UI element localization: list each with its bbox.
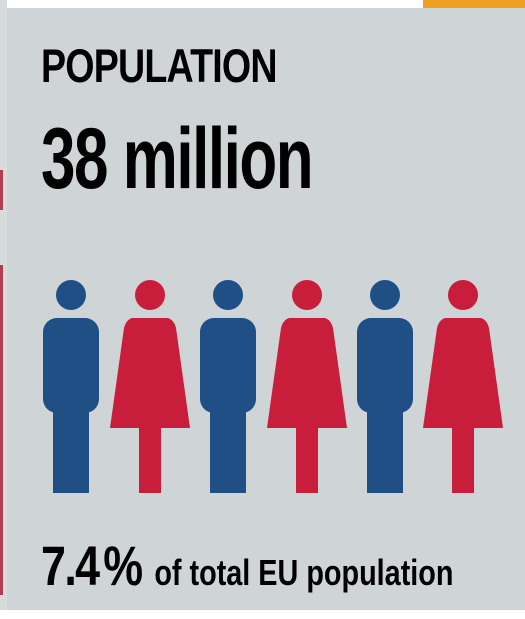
eu-share: 7.4% of total EU population [41, 538, 453, 594]
top-accent-bar [423, 0, 525, 8]
man-icon [43, 280, 99, 493]
woman-icon [423, 280, 503, 493]
man-icon [357, 280, 413, 493]
share-text: of total EU population [154, 552, 454, 593]
share-value: 7.4 [41, 534, 100, 597]
population-panel: POPULATION 38 million 7.4% of total EU po… [7, 8, 525, 610]
bottom-strip [0, 610, 525, 619]
woman-icon [110, 280, 190, 493]
people-figures [43, 280, 503, 493]
share-unit: % [103, 534, 144, 597]
population-value: 38 million [41, 111, 314, 207]
left-edge-strip [0, 0, 7, 619]
woman-icon [267, 280, 347, 493]
population-label: POPULATION [41, 39, 278, 92]
man-icon [200, 280, 256, 493]
edge-mark [0, 170, 3, 210]
edge-mark [0, 265, 3, 595]
